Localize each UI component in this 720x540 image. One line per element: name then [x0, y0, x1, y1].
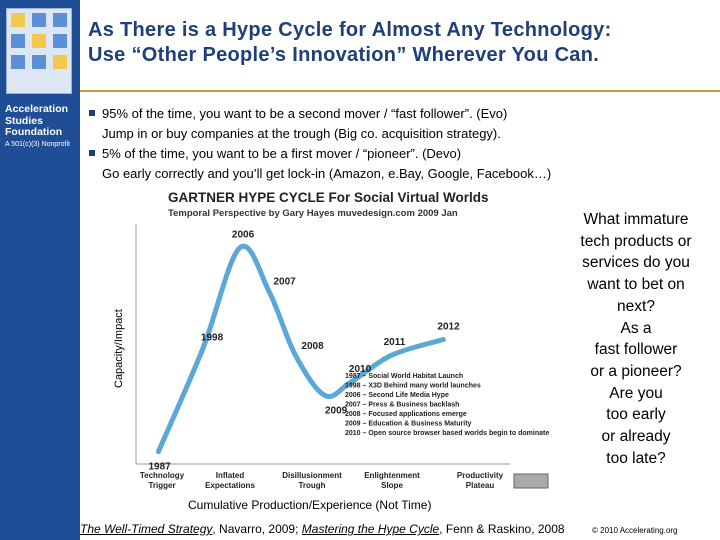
year-label: 2008: [301, 341, 324, 352]
citation-ref-1-tail: , Navarro, 2009;: [212, 522, 302, 536]
slide-title: As There is a Hype Cycle for Almost Any …: [88, 18, 716, 68]
phase-label: Slope: [381, 481, 403, 490]
bullet-2: 5% of the time, you want to be a first m…: [89, 145, 461, 163]
chart-x-label: Cumulative Production/Experience (Not Ti…: [188, 498, 432, 512]
phase-label: Plateau: [466, 481, 495, 490]
logo-cell: [11, 55, 25, 69]
phase-label: Enlightenment: [364, 471, 420, 480]
chart-y-label-box: Capacity/Impact: [113, 300, 129, 390]
hype-curve: [156, 243, 446, 455]
org-name-line: Foundation: [5, 126, 63, 138]
cc-license-icon: [513, 473, 549, 489]
cc-license-badge: [513, 473, 549, 489]
phase-label: Trough: [298, 481, 325, 490]
year-label: 2011: [384, 337, 406, 348]
citation-ref-1: The Well-Timed Strategy: [80, 522, 213, 536]
year-label: 2012: [437, 322, 460, 333]
logo-cell: [53, 13, 67, 27]
chart-y-label: Capacity/Impact: [113, 309, 125, 388]
org-subtitle: A 501(c)(3) Nonprofit: [5, 141, 70, 148]
org-name: Acceleration Studies Foundation: [5, 103, 79, 139]
bullet-text: 95% of the time, you want to be a second…: [102, 106, 508, 121]
logo-cell: [11, 34, 25, 48]
chart-title: GARTNER HYPE CYCLE For Social Virtual Wo…: [168, 190, 489, 205]
hype-cycle-chart: GARTNER HYPE CYCLE For Social Virtual Wo…: [135, 190, 549, 490]
year-label: 2006: [232, 230, 255, 241]
logo-cell: [53, 34, 67, 48]
slide-title-line: Use “Other People’s Innovation” Wherever…: [88, 44, 600, 66]
logo-cell: [53, 55, 67, 69]
citation-ref-2: Mastering the Hype Cycle: [301, 522, 440, 536]
phase-label: Disillusionment: [282, 471, 342, 480]
foundation-logo: [6, 8, 72, 94]
year-label: 1987: [149, 462, 172, 473]
phase-label: Productivity: [457, 471, 504, 480]
legend-entry: 1998 – X3D Behind many world launches: [345, 383, 481, 390]
citation-ref-2-tail: , Fenn & Raskino, 2008: [439, 522, 565, 536]
org-name-line: Studies: [5, 114, 43, 127]
phase-label: Expectations: [205, 481, 255, 490]
legend-entry: 2007 – Press & Business backlash: [345, 402, 459, 409]
bullet-text: 5% of the time, you want to be a first m…: [102, 146, 462, 161]
copyright: © 2010 Accelerating.org: [592, 526, 678, 535]
bullet-1-cont: Jump in or buy companies at the trough (…: [102, 126, 501, 141]
year-label: 1998: [201, 332, 224, 343]
logo-cell: [32, 34, 46, 48]
org-name-line: Acceleration: [5, 103, 69, 115]
logo-cell: [11, 13, 25, 27]
logo-cell: [32, 13, 46, 27]
phase-label: Trigger: [148, 481, 175, 490]
bullet-square-icon: [89, 110, 95, 116]
phase-label: Technology: [140, 471, 185, 480]
bullet-1: 95% of the time, you want to be a second…: [89, 105, 507, 123]
slide-title-line: As There is a Hype Cycle for Almost Any …: [88, 19, 612, 41]
legend-entry: 2008 – Focused applications emerge: [345, 411, 467, 418]
bullet-2-cont: Go early correctly and you’ll get lock-i…: [102, 166, 552, 181]
chart-subtitle: Temporal Perspective by Gary Hayes muved…: [168, 208, 458, 219]
legend-entry: 2009 – Education & Business Maturity: [345, 421, 472, 428]
legend-entry: 1987 – Social World Habitat Launch: [345, 373, 463, 380]
title-divider: [80, 90, 720, 92]
phase-label: Inflated: [216, 471, 245, 480]
legend-entry: 2006 – Second Life Media Hype: [345, 392, 449, 399]
year-label: 2009: [325, 406, 348, 417]
citation: The Well-Timed Strategy, Navarro, 2009; …: [80, 522, 565, 536]
legend-entry: 2010 – Open source browser based worlds …: [345, 430, 549, 437]
logo-cell: [32, 55, 46, 69]
year-label: 2010: [349, 364, 372, 375]
year-label: 2007: [274, 276, 297, 287]
bullet-square-icon: [89, 150, 95, 156]
side-question: What immature tech products or services …: [580, 211, 692, 467]
